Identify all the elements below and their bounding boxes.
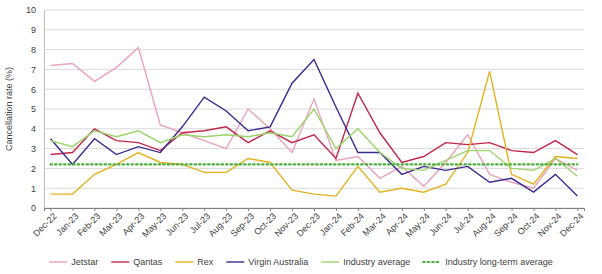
x-tick-label: Dec-22 xyxy=(31,211,59,239)
grid-line xyxy=(44,148,584,149)
y-tick-label: 3 xyxy=(31,144,36,154)
x-tick-label: May-24 xyxy=(404,211,432,239)
legend-item: Industry average xyxy=(321,257,410,267)
x-tick: Mar-24 xyxy=(361,208,388,238)
grid-line xyxy=(44,168,584,169)
x-tick-label: May-23 xyxy=(140,211,168,239)
legend-item: Rex xyxy=(175,257,214,267)
y-tick-label: 6 xyxy=(31,85,36,95)
legend-label: Virgin Australia xyxy=(248,257,308,267)
x-tick: Dec-23 xyxy=(294,208,322,239)
x-tick: Jun-24 xyxy=(427,208,454,238)
x-tick-label: Aug-23 xyxy=(207,211,235,239)
grid-line xyxy=(44,29,584,30)
series-line xyxy=(51,60,578,197)
y-axis-title: Cancellation rate (%) xyxy=(4,67,14,151)
y-axis-line xyxy=(44,11,45,209)
x-tick-label: Feb-24 xyxy=(339,211,366,238)
grid-line xyxy=(44,89,584,90)
y-tick: 7 xyxy=(31,65,44,75)
grid xyxy=(44,10,584,208)
x-tick: May-23 xyxy=(140,208,168,239)
y-tick: 8 xyxy=(31,45,44,55)
series-line xyxy=(51,71,578,196)
legend-item: Industry long-term average xyxy=(423,257,553,267)
y-tick-label: 8 xyxy=(31,45,36,55)
x-tick: Sep-23 xyxy=(229,208,257,239)
y-tick: 4 xyxy=(31,124,44,134)
legend-item: Qantas xyxy=(111,257,163,267)
x-tick: Sep-24 xyxy=(492,208,520,239)
x-tick: Mar-23 xyxy=(97,208,124,238)
y-tick: 6 xyxy=(31,85,44,95)
x-tick: Dec-24 xyxy=(558,208,586,239)
lines xyxy=(51,48,578,197)
legend-swatch xyxy=(49,261,67,262)
grid-line xyxy=(44,69,584,70)
series-line xyxy=(51,93,578,162)
x-tick-label: Dec-24 xyxy=(558,211,586,239)
x-tick-label: Jun-24 xyxy=(427,211,454,238)
legend-label: Jetstar xyxy=(71,257,98,267)
y-tick-label: 7 xyxy=(31,65,36,75)
series-line xyxy=(51,163,578,165)
legend-item: Jetstar xyxy=(49,257,98,267)
x-tick-label: Nov-23 xyxy=(273,211,301,239)
legend-swatch xyxy=(111,261,129,262)
x-tick-label: Nov-24 xyxy=(536,211,564,239)
y-tick: 2 xyxy=(31,164,44,174)
x-tick-label: Feb-23 xyxy=(75,211,102,238)
x-axis: Dec-22Jan-23Feb-23Mar-23Apr-23May-23Jun-… xyxy=(31,208,585,239)
y-axis: 0 1 2 3 4 5 6 7 8 9 10 xyxy=(26,5,45,213)
grid-line xyxy=(44,188,584,189)
series-line xyxy=(51,109,578,176)
series-line xyxy=(51,48,578,189)
x-tick: Dec-22 xyxy=(31,208,59,239)
plot: 0 1 2 3 4 5 6 7 8 9 10 Dec-22Jan-23Feb-23Mar-23Apr-… xyxy=(26,5,585,239)
x-tick-label: Mar-23 xyxy=(97,211,124,238)
grid-line xyxy=(44,10,584,11)
legend-swatch xyxy=(423,261,441,263)
legend-swatch xyxy=(226,261,244,262)
y-tick: 1 xyxy=(31,184,44,194)
x-tick-label: Mar-24 xyxy=(361,211,388,238)
legend-swatch xyxy=(321,261,339,262)
x-tick-label: Dec-23 xyxy=(294,211,322,239)
y-tick-label: 2 xyxy=(31,164,36,174)
legend-item: Virgin Australia xyxy=(226,257,308,267)
y-tick: 9 xyxy=(31,25,44,35)
legend: Jetstar Qantas Rex Virgin Australia Industry… xyxy=(49,257,553,267)
x-tick-label: Sep-24 xyxy=(492,211,520,239)
legend-label: Qantas xyxy=(133,257,163,267)
legend-swatch xyxy=(175,261,193,262)
x-tick: Jun-23 xyxy=(164,208,191,238)
y-tick: 0 xyxy=(31,203,44,213)
legend-label: Rex xyxy=(197,257,214,267)
y-tick: 5 xyxy=(31,104,44,114)
y-tick-label: 5 xyxy=(31,104,36,114)
x-tick-label: Jun-23 xyxy=(164,211,191,238)
x-tick-label: Sep-23 xyxy=(229,211,257,239)
y-tick-label: 4 xyxy=(31,124,36,134)
grid-line xyxy=(44,49,584,50)
y-tick: 10 xyxy=(26,5,44,15)
y-tick: 3 xyxy=(31,144,44,154)
chart: 0 1 2 3 4 5 6 7 8 9 10 Dec-22Jan-23Feb-23Mar-23Apr-… xyxy=(0,0,602,274)
y-tick-label: 0 xyxy=(31,203,36,213)
y-tick-label: 1 xyxy=(31,184,36,194)
y-tick-label: 9 xyxy=(31,25,36,35)
x-tick: May-24 xyxy=(404,208,432,239)
x-tick-label: Aug-24 xyxy=(470,211,498,239)
y-tick-label: 10 xyxy=(26,5,36,15)
legend-label: Industry long-term average xyxy=(445,257,553,267)
grid-line xyxy=(44,128,584,129)
legend-label: Industry average xyxy=(343,257,410,267)
